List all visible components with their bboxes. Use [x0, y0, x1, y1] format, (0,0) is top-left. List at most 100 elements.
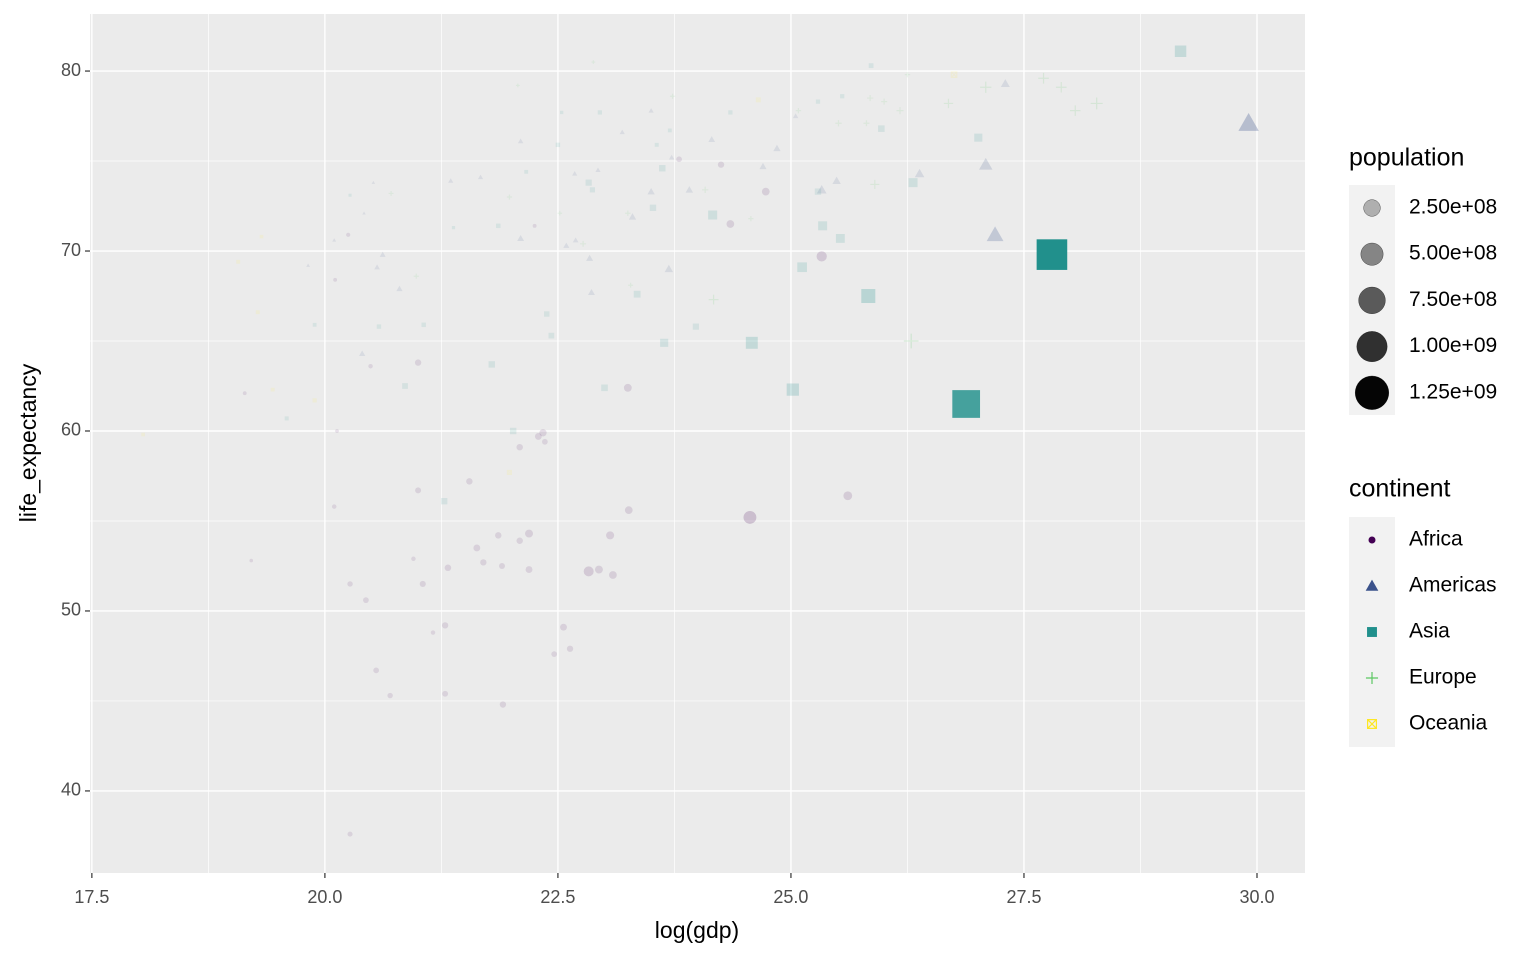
legend-symbol [1367, 719, 1377, 729]
point [402, 383, 408, 389]
point [728, 110, 733, 115]
point [255, 310, 260, 315]
point [664, 264, 674, 273]
point [1069, 105, 1081, 116]
point [473, 544, 481, 552]
point [708, 294, 719, 305]
legend-label: Oceania [1409, 712, 1488, 735]
point [594, 565, 603, 574]
point [648, 108, 654, 113]
point [495, 532, 502, 539]
point [331, 504, 337, 509]
point [835, 234, 845, 243]
point [141, 432, 145, 437]
point [1036, 239, 1068, 270]
y-axis-title: life_expectancy [15, 363, 41, 522]
point [572, 171, 578, 176]
y-tick-label: 60 [61, 420, 81, 440]
point [524, 169, 529, 174]
point [878, 125, 885, 132]
point [726, 220, 735, 228]
point [347, 831, 353, 837]
point [625, 210, 631, 216]
x-tick-label: 27.5 [1006, 887, 1041, 907]
point [708, 210, 718, 220]
point [835, 120, 842, 127]
point [863, 120, 870, 127]
point [745, 336, 758, 349]
point [306, 263, 310, 267]
legend-size-key [1356, 331, 1388, 363]
point [668, 154, 675, 160]
point [685, 186, 694, 193]
point [441, 622, 449, 629]
point [560, 623, 567, 631]
point [903, 333, 919, 349]
point [795, 107, 802, 114]
point [525, 529, 534, 538]
point [532, 223, 537, 228]
legend-label: Africa [1409, 528, 1463, 551]
point [1038, 72, 1049, 84]
legend-label: 5.00e+08 [1409, 242, 1497, 265]
point [748, 216, 754, 222]
legend-label: Americas [1409, 574, 1497, 597]
point [660, 338, 669, 347]
point [588, 288, 595, 295]
point [413, 273, 419, 279]
point [986, 226, 1004, 242]
point [557, 210, 563, 216]
y-tick-label: 80 [61, 60, 81, 80]
point [633, 290, 641, 298]
points [141, 45, 1259, 837]
point [376, 324, 382, 329]
point [980, 81, 992, 93]
point [1238, 113, 1259, 131]
grid [90, 14, 1305, 873]
point [525, 566, 533, 574]
point [647, 187, 655, 195]
point [517, 234, 525, 242]
point [676, 156, 682, 163]
point [348, 193, 352, 197]
legend-size-key [1363, 199, 1381, 217]
point [659, 165, 666, 172]
point [421, 322, 426, 328]
point [509, 427, 517, 435]
point [904, 71, 911, 78]
point [792, 113, 799, 119]
point [572, 237, 579, 243]
point [595, 167, 601, 172]
point [496, 223, 501, 229]
point [580, 240, 587, 247]
point [374, 264, 380, 270]
point [387, 692, 393, 699]
point [623, 383, 632, 392]
point [591, 60, 596, 64]
point [755, 97, 761, 103]
point [347, 581, 353, 587]
point [816, 251, 827, 262]
point [515, 83, 520, 88]
point [363, 597, 369, 604]
point [943, 98, 954, 109]
point [759, 162, 767, 170]
point [1174, 45, 1187, 57]
point [414, 359, 422, 366]
point [362, 211, 366, 215]
point [332, 238, 337, 242]
point [516, 537, 523, 545]
point [517, 138, 524, 144]
point [506, 469, 513, 475]
point [506, 194, 513, 200]
x-tick-label: 30.0 [1239, 887, 1274, 907]
point [542, 438, 548, 445]
point [441, 498, 448, 505]
point [499, 701, 507, 708]
point [270, 387, 275, 392]
point [335, 429, 339, 433]
point [346, 232, 351, 237]
point [284, 416, 289, 421]
y-tick-label: 40 [61, 780, 81, 800]
